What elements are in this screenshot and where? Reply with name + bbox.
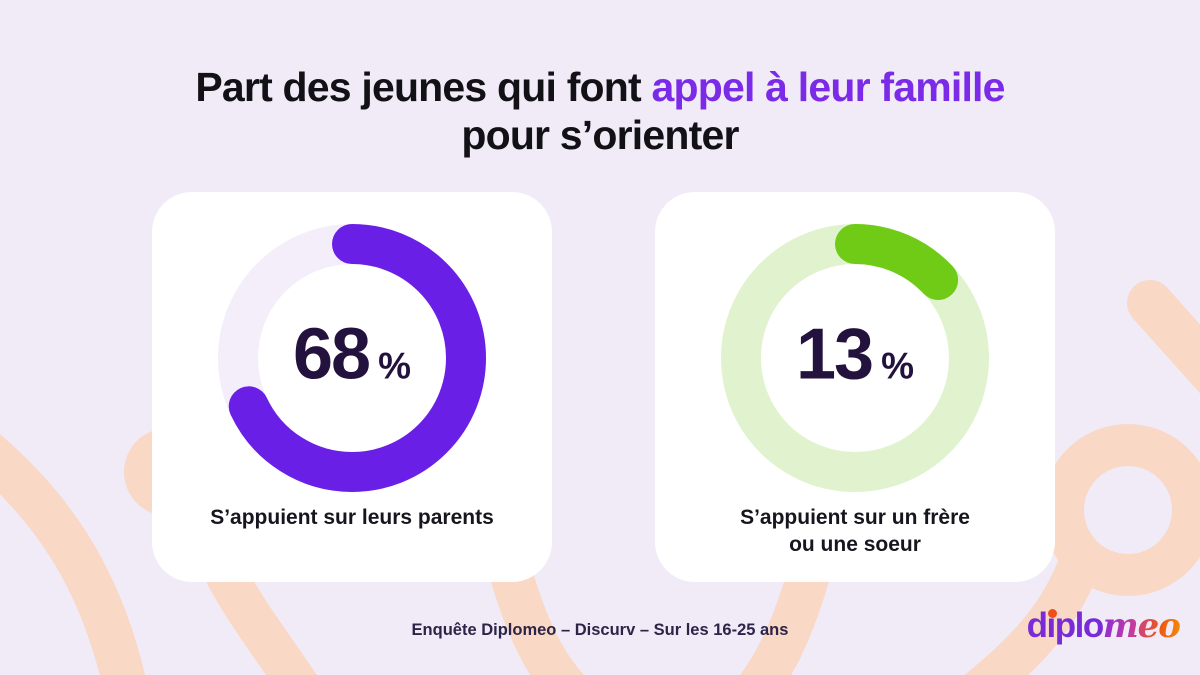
page-title: Part des jeunes qui font appel à leur fa… — [0, 64, 1200, 159]
decor-tail-right — [964, 536, 1103, 675]
percent-value-siblings: 13 % — [796, 314, 914, 396]
stat-label-line2: ou une soeur — [789, 533, 921, 557]
percent-sign: % — [378, 345, 411, 387]
donut-chart-parents: 68 % — [212, 218, 492, 498]
diplomeo-logo: diplo meo — [1027, 608, 1182, 643]
logo-text-diplo: diplo — [1026, 606, 1105, 645]
stat-label-line1: S’appuient sur un frère — [740, 506, 970, 529]
stat-label-line1: S’appuient sur leurs parents — [210, 506, 494, 529]
donut-svg-parents — [218, 224, 486, 492]
donut-svg-siblings — [721, 224, 989, 492]
logo-text-meo: meo — [1102, 606, 1181, 646]
donut-arc — [218, 224, 486, 492]
percent-number: 13 — [796, 314, 874, 395]
decor-curve-top-right — [1127, 280, 1200, 394]
title-highlight: appel à leur famille — [651, 64, 1005, 110]
logo-diplo-letters: diplo — [1026, 606, 1105, 645]
donut-chart-siblings: 13 % — [715, 218, 995, 498]
decor-curve-bottom-left — [0, 434, 146, 675]
stat-label-parents: S’appuient sur leurs parents — [152, 504, 552, 531]
percent-number: 68 — [293, 314, 371, 395]
decor-loop-right — [1042, 424, 1200, 596]
stat-card-siblings: 13 % S’appuient sur un frère ou une soeu… — [655, 192, 1055, 582]
percent-value-parents: 68 % — [293, 314, 411, 396]
donut-arc — [721, 224, 989, 492]
percent-sign: % — [881, 345, 914, 387]
decor-curve-bottom-center — [483, 528, 837, 675]
stat-label-siblings: S’appuient sur un frère ou une soeur — [655, 504, 1055, 559]
stat-card-parents: 68 % S’appuient sur leurs parents — [152, 192, 552, 582]
source-note: Enquête Diplomeo – Discurv – Sur les 16-… — [411, 621, 789, 639]
title-line2: pour s’orienter — [461, 111, 739, 158]
title-text: Part des jeunes qui font — [195, 64, 652, 110]
logo-i-dot-icon — [1047, 609, 1057, 618]
